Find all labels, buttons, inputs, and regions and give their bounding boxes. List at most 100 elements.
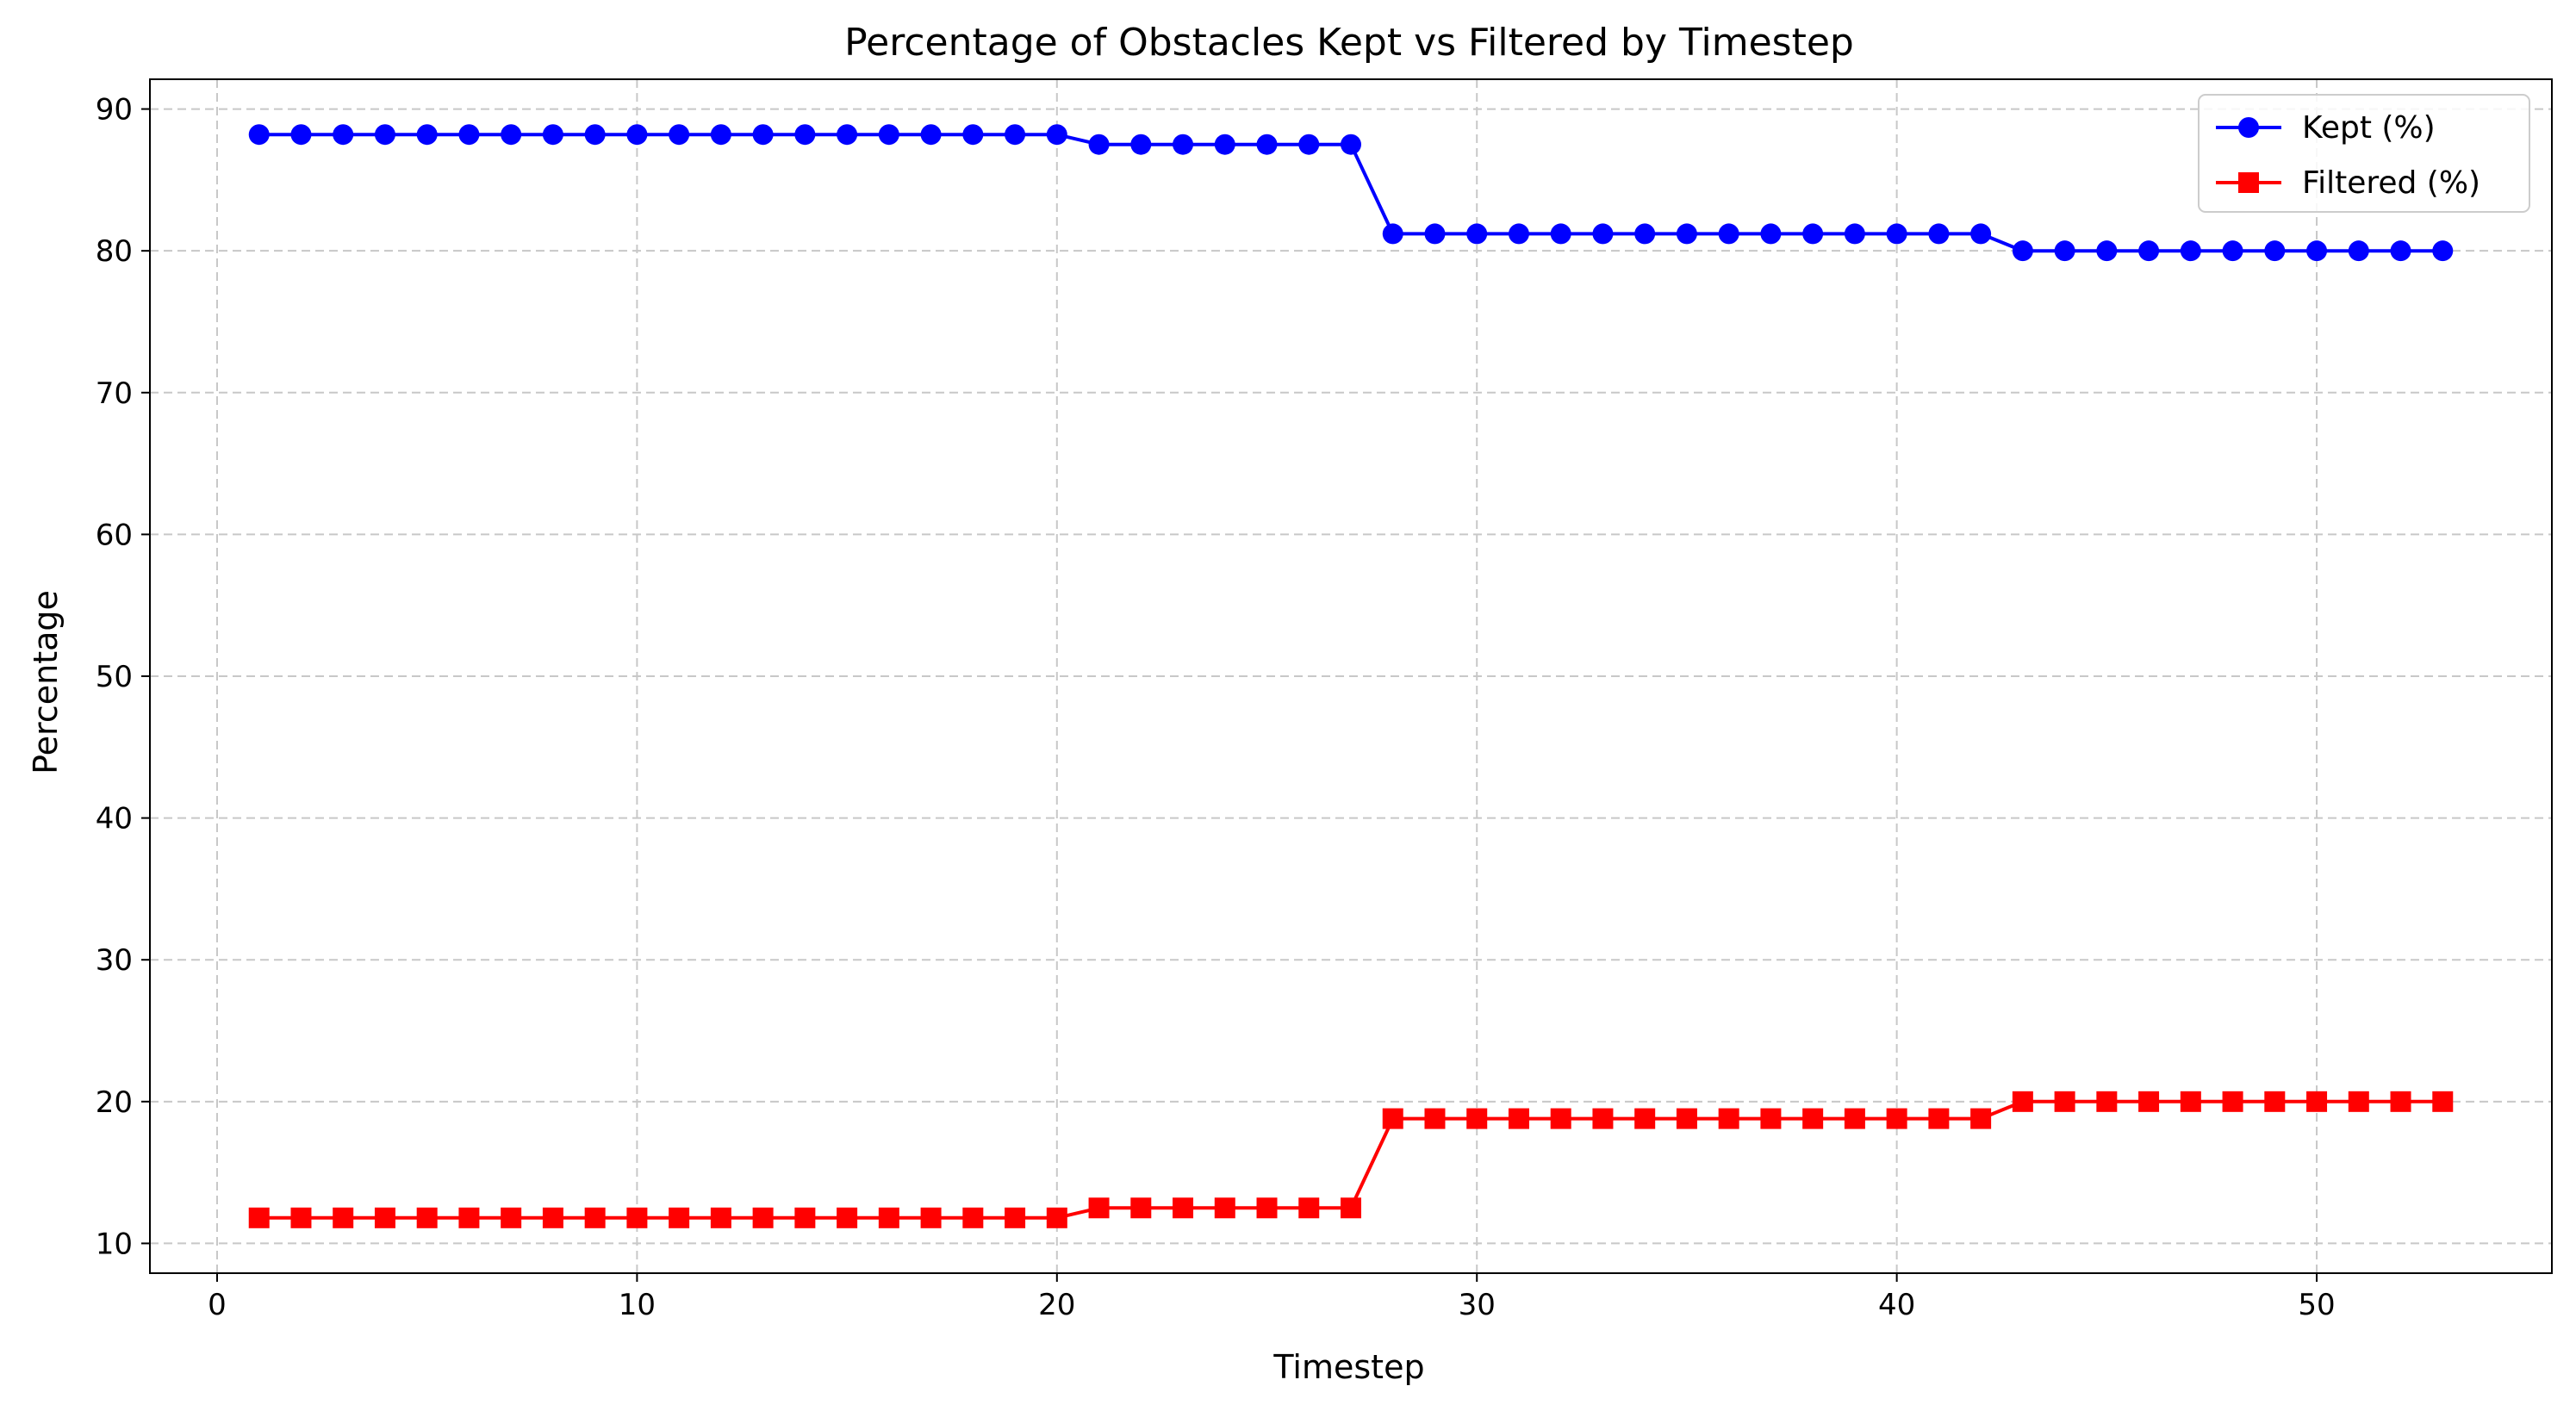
kept-point	[2306, 240, 2328, 262]
y-tick-label: 70	[96, 376, 133, 411]
filtered-point	[2306, 1091, 2328, 1112]
kept-point	[2264, 240, 2286, 262]
kept-point	[920, 124, 942, 146]
filtered-point	[542, 1207, 563, 1228]
kept-point	[1844, 223, 1865, 245]
legend-label-kept: Kept (%)	[2302, 110, 2436, 146]
y-tick-label: 40	[96, 802, 133, 836]
filtered-point	[416, 1207, 438, 1228]
y-tick-label: 90	[96, 93, 133, 127]
kept-point	[1214, 134, 1235, 155]
filtered-point	[2138, 1091, 2160, 1112]
filtered-point	[1676, 1108, 1697, 1129]
filtered-point	[1802, 1108, 1824, 1129]
kept-point	[1886, 223, 1907, 245]
kept-point	[333, 124, 354, 146]
x-tick-label: 10	[619, 1288, 656, 1322]
filtered-point	[1760, 1108, 1782, 1129]
kept-point	[1256, 134, 1278, 155]
kept-point	[501, 124, 522, 146]
kept-point	[878, 124, 899, 146]
kept-point	[669, 124, 690, 146]
y-tick-label: 30	[96, 943, 133, 978]
filtered-point	[1466, 1108, 1488, 1129]
filtered-point	[962, 1207, 984, 1228]
filtered-point	[1214, 1197, 1235, 1219]
filtered-point	[1550, 1108, 1571, 1129]
x-tick-label: 40	[1878, 1288, 1915, 1322]
legend-label-filtered: Filtered (%)	[2302, 165, 2480, 201]
x-axis-label: Timestep	[1272, 1348, 1424, 1386]
filtered-point	[248, 1207, 270, 1228]
filtered-point	[1341, 1197, 1361, 1219]
kept-point	[1760, 223, 1782, 245]
kept-point	[1928, 223, 1950, 245]
kept-point	[290, 124, 312, 146]
filtered-point	[2096, 1091, 2118, 1112]
series-layer	[248, 124, 2454, 1228]
kept-point	[1592, 223, 1614, 245]
kept-point	[626, 124, 648, 146]
filtered-point	[290, 1207, 312, 1228]
axis-ticks: 0 10 20 30 40 50 10 20 30 40 50 60 70 80 90	[96, 93, 2336, 1322]
y-tick-label: 80	[96, 234, 133, 269]
filtered-point	[2180, 1091, 2201, 1112]
legend: Kept (%) Filtered (%)	[2198, 94, 2530, 213]
filtered-point	[458, 1207, 480, 1228]
legend-marker-kept	[2238, 117, 2259, 138]
kept-point	[542, 124, 563, 146]
filtered-point	[794, 1207, 816, 1228]
filtered-point	[1130, 1197, 1152, 1219]
kept-point	[2390, 240, 2411, 262]
filtered-point	[1592, 1108, 1614, 1129]
x-tick-label: 0	[208, 1288, 227, 1322]
kept-point	[1005, 124, 1026, 146]
kept-point	[2054, 240, 2075, 262]
y-tick-label: 20	[96, 1085, 133, 1120]
x-tick-label: 20	[1038, 1288, 1075, 1322]
kept-point	[1382, 223, 1403, 245]
kept-point	[2180, 240, 2201, 262]
kept-point	[1046, 124, 1067, 146]
filtered-point	[1886, 1108, 1907, 1129]
kept-point	[1130, 134, 1152, 155]
filtered-point	[1718, 1108, 1739, 1129]
filtered-point	[374, 1207, 395, 1228]
filtered-point	[1844, 1108, 1865, 1129]
filtered-point	[2264, 1091, 2286, 1112]
kept-point	[2096, 240, 2118, 262]
filtered-point	[1005, 1207, 1026, 1228]
filtered-point	[1088, 1197, 1110, 1219]
filtered-point	[1046, 1207, 1067, 1228]
filtered-point	[710, 1207, 731, 1228]
kept-point	[1298, 134, 1320, 155]
y-axis-label: Percentage	[27, 590, 65, 774]
kept-point	[458, 124, 480, 146]
filtered-point	[2348, 1091, 2369, 1112]
kept-point	[710, 124, 731, 146]
kept-point	[1424, 223, 1446, 245]
kept-point	[2138, 240, 2160, 262]
filtered-point	[1298, 1197, 1320, 1219]
filtered-point	[2432, 1091, 2454, 1112]
kept-point	[752, 124, 774, 146]
kept-point	[2222, 240, 2243, 262]
kept-point	[1970, 223, 1992, 245]
filtered-point	[2054, 1091, 2075, 1112]
y-tick-label: 10	[96, 1227, 133, 1261]
filtered-point	[1424, 1108, 1446, 1129]
kept-point	[837, 124, 858, 146]
kept-point	[584, 124, 606, 146]
kept-point	[2012, 240, 2033, 262]
filtered-point	[1508, 1108, 1529, 1129]
filtered-point	[920, 1207, 942, 1228]
kept-point	[1173, 134, 1194, 155]
kept-point	[2348, 240, 2369, 262]
kept-point	[1550, 223, 1571, 245]
filtered-point	[2390, 1091, 2411, 1112]
filtered-point	[333, 1207, 354, 1228]
kept-point	[1341, 134, 1361, 155]
legend-marker-filtered	[2238, 172, 2259, 193]
